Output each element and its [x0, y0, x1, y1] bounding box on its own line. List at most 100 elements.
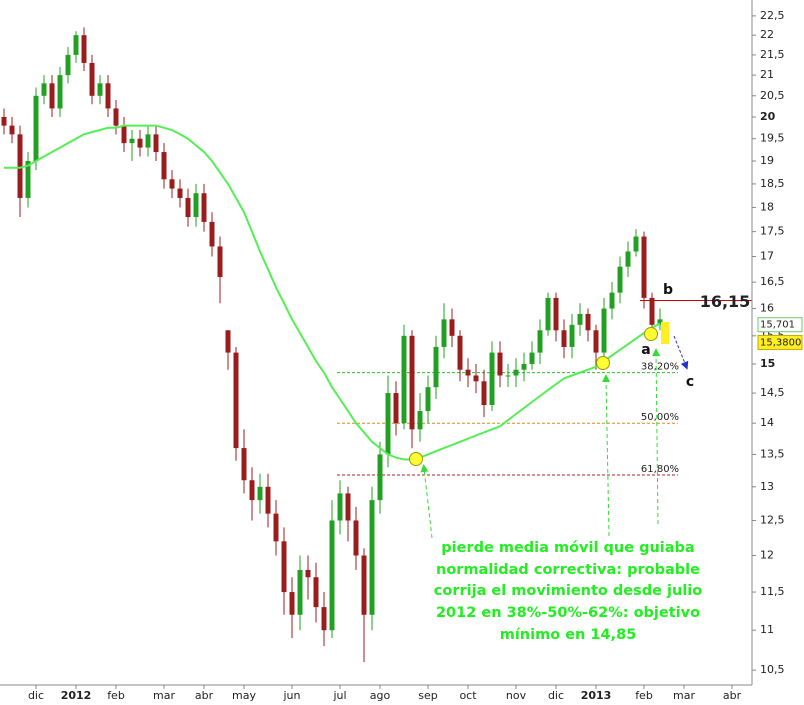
annotation: pierde media móvil que guiaba [441, 540, 694, 556]
arrow [420, 464, 433, 539]
candle-body [217, 246, 223, 277]
level-label: 61,80% [641, 464, 679, 475]
candle-body [265, 486, 271, 514]
y-tick-label: 14,5 [760, 386, 785, 399]
candle-body [249, 480, 255, 501]
x-tick-label: dic [28, 689, 44, 702]
candle-body [241, 448, 247, 481]
annotation: normalidad correctiva: probable [436, 562, 700, 578]
candle-body [417, 411, 423, 430]
price-tag-label: 15,3800 [760, 337, 801, 348]
x-tick-label: nov [506, 689, 527, 702]
y-tick-label: 23 [760, 0, 774, 3]
candle-body [89, 62, 95, 96]
candle-body [297, 569, 303, 615]
candle-body [609, 292, 615, 309]
candle-body [489, 352, 495, 405]
x-tick-label: sep [418, 689, 437, 702]
candle-body [41, 83, 47, 96]
y-tick-label: 12 [760, 549, 774, 562]
x-tick-label: abr [195, 689, 214, 702]
candle-body [305, 569, 311, 578]
candle-body [593, 330, 599, 353]
candle-body [345, 493, 351, 521]
candle-body [577, 313, 583, 325]
candle-body [505, 375, 511, 377]
marker [596, 356, 610, 370]
annotation: corrija el movimiento desde julio [434, 583, 702, 599]
candle-body [233, 352, 239, 449]
y-tick-label: 20 [760, 110, 776, 123]
highlight [661, 322, 669, 344]
plot-area [0, 0, 752, 685]
candle-body [225, 330, 231, 353]
candle-body [169, 179, 175, 189]
candle-body [521, 363, 527, 370]
candle-body [385, 393, 391, 455]
x-tick-label: 2013 [581, 689, 612, 702]
candle-body [529, 352, 535, 364]
candle-body [33, 95, 39, 162]
candle-body [441, 319, 447, 347]
candle-body [289, 592, 295, 615]
price-tag [757, 317, 803, 333]
candle-body [105, 83, 111, 109]
y-tick-label: 13,5 [760, 447, 785, 460]
candle-body [273, 513, 279, 542]
y-tick-label: 18,5 [760, 177, 785, 190]
y-tick-label: 14 [760, 416, 774, 429]
x-tick-label: mar [153, 689, 175, 702]
candle-body [329, 520, 335, 631]
annotation: 2012 en 38%-50%-62%: objetivo [436, 605, 700, 621]
candle-body [497, 352, 503, 376]
y-tick-label: 20,5 [760, 89, 785, 102]
resistance-label: 16,15 [700, 292, 751, 311]
y-tick-label: 21 [760, 68, 774, 81]
plot-layer: 38,20% 50,00% 61,80% [1, 27, 752, 663]
y-tick-label: 12,5 [760, 513, 785, 526]
candle-body [545, 297, 551, 331]
candle-body [185, 197, 191, 218]
candle-body [401, 335, 407, 424]
candle-body [409, 335, 415, 430]
candle-body [617, 266, 623, 293]
candle-body [433, 346, 439, 388]
candle-body [97, 83, 103, 96]
y-tick-label: 22,5 [760, 9, 785, 22]
candle-body [641, 236, 647, 298]
candle-body [657, 319, 663, 325]
x-tick-label: oct [459, 689, 477, 702]
y-tick-label: 16,5 [760, 275, 785, 288]
candle-body [393, 393, 399, 424]
candle-body [25, 161, 31, 198]
candle-body [561, 330, 567, 347]
candle-body [537, 330, 543, 353]
candle-body [257, 486, 263, 501]
wave-label: b [663, 282, 673, 298]
candle-body [321, 607, 327, 631]
candle-body [633, 236, 639, 252]
y-tick-label: 10,5 [760, 663, 785, 676]
price-tag [757, 334, 803, 350]
y-tick-label: 21,5 [760, 48, 785, 61]
wave-label: a [641, 342, 650, 358]
candle-body [569, 324, 575, 347]
y-tick-label: 13 [760, 480, 774, 493]
y-tick-label: 18 [760, 200, 774, 213]
candle-body [209, 221, 215, 247]
wave-label: c [686, 374, 694, 390]
candle-body [465, 369, 471, 376]
candle-body [113, 108, 119, 126]
candle-body [1, 116, 7, 126]
candle-body [553, 297, 559, 331]
candle-body [625, 251, 631, 267]
annotation: mínimo en 14,85 [500, 627, 637, 643]
x-tick-label: abr [723, 689, 742, 702]
candle-body [9, 125, 15, 135]
candle-body [513, 369, 519, 376]
y-tick-label: 17,5 [760, 225, 785, 238]
y-tick-label: 11,5 [760, 585, 785, 598]
candle-body [377, 454, 383, 501]
candle-body [313, 577, 319, 608]
